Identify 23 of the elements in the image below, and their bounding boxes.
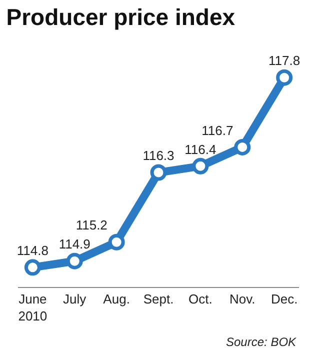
data-label: 114.9 (58, 236, 90, 252)
data-label: 116.4 (184, 142, 216, 157)
x-tick-label: Nov. (229, 292, 256, 307)
x-tick-label: Sept. (143, 292, 174, 307)
point (192, 158, 209, 174)
data-label: 116.7 (202, 122, 234, 138)
source-note: Source: BOK (226, 335, 298, 349)
point (276, 69, 293, 86)
point (24, 259, 41, 276)
data-label: 116.3 (142, 148, 174, 164)
point (234, 138, 251, 156)
x-tick-label: Aug. (103, 292, 130, 307)
x-tick-label: June 2010 (18, 292, 48, 324)
x-tick-label: July (63, 292, 87, 307)
x-tick-label: Oct. (188, 292, 212, 307)
point (108, 234, 125, 250)
x-tick-label: Dec. (270, 292, 298, 307)
data-label: 114.8 (16, 243, 48, 258)
data-label: 115.2 (76, 218, 108, 233)
chart-title: Producer price index (6, 4, 236, 30)
data-label: 117.8 (268, 53, 300, 68)
point (150, 164, 167, 181)
point (66, 252, 83, 270)
